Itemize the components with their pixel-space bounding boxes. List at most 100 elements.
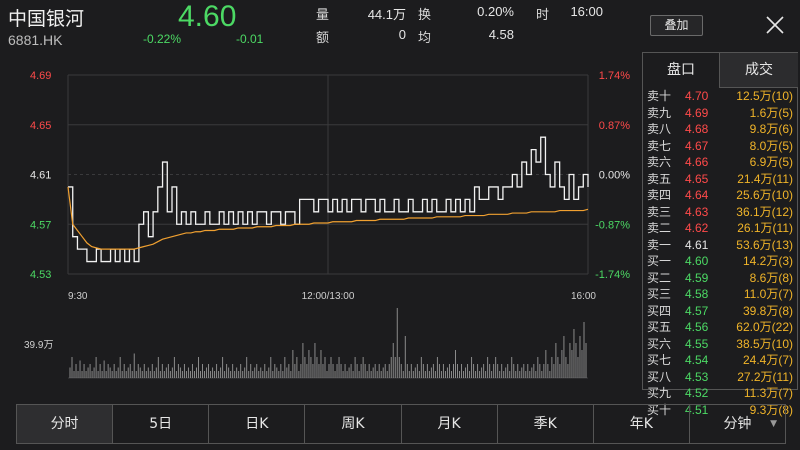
y-axis-left-label: 4.69: [30, 70, 51, 82]
ask-row: 卖四 4.64 25.6万(10): [643, 187, 797, 204]
order-volume: 1.6万(5): [749, 105, 793, 120]
order-volume: 39.8万(8): [742, 303, 793, 318]
ask-row: 卖一 4.61 53.6万(13): [643, 237, 797, 254]
order-price: 4.68: [685, 122, 709, 136]
bid-row: 买二 4.59 8.6万(8): [643, 270, 797, 287]
order-price: 4.64: [685, 188, 709, 202]
order-level-label: 买六: [647, 336, 672, 351]
order-level-label: 买四: [647, 303, 672, 318]
order-level-label: 卖七: [647, 138, 672, 153]
bid-row: 买五 4.56 62.0万(22): [643, 319, 797, 336]
order-level-label: 买五: [647, 320, 672, 334]
y-axis-right-label: 1.74%: [599, 70, 630, 82]
current-price: 4.60: [178, 0, 237, 33]
y-axis-right-label: 0.00%: [599, 170, 630, 182]
order-price: 4.65: [685, 171, 709, 186]
order-level-label: 买三: [647, 287, 672, 301]
order-price: 4.55: [685, 336, 709, 351]
order-price: 4.52: [685, 386, 709, 400]
y-axis-left-label: 4.53: [30, 269, 51, 281]
order-level-label: 卖五: [647, 171, 672, 186]
y-axis-left-label: 4.61: [30, 170, 51, 182]
order-volume: 11.3万(7): [743, 386, 793, 400]
volume-label: 量: [316, 8, 330, 23]
bid-row: 买一 4.60 14.2万(3): [643, 253, 797, 270]
average-value: 4.58: [488, 27, 514, 42]
turnover-value: 0.20%: [477, 4, 514, 19]
order-price: 4.69: [685, 105, 709, 120]
period-tab[interactable]: 周K: [305, 405, 402, 443]
order-volume: 27.2万(11): [737, 369, 793, 384]
time-value: 16:00: [570, 4, 603, 19]
order-volume: 14.2万(3): [742, 254, 793, 268]
turnover-label: 换: [418, 8, 432, 23]
ask-row: 卖六 4.66 6.9万(5): [643, 154, 797, 171]
average-label: 均: [418, 31, 432, 46]
time-label: 时: [536, 8, 550, 23]
order-level-label: 卖一: [647, 237, 672, 252]
order-volume: 25.6万(10): [736, 188, 793, 202]
bid-row: 买六 4.55 38.5万(10): [643, 336, 797, 353]
ask-row: 卖八 4.68 9.8万(6): [643, 121, 797, 138]
period-tab[interactable]: 分时: [17, 405, 114, 443]
close-icon-svg: [766, 16, 784, 34]
order-volume: 6.9万(5): [749, 155, 793, 169]
order-price: 4.58: [685, 287, 709, 301]
bid-row: 买九 4.52 11.3万(7): [643, 385, 797, 402]
period-tab[interactable]: 分钟 ▼: [690, 405, 785, 443]
order-price: 4.61: [685, 237, 709, 252]
volume-max-label: 39.9万: [24, 340, 53, 351]
overlay-button[interactable]: 叠加: [650, 15, 703, 36]
tab-order-book[interactable]: 盘口: [643, 53, 719, 87]
order-book-panel: 盘口 成交 卖十 4.70 12.5万(10) 卖九 4.69 1.6万(5) 卖八 4.68…: [642, 52, 798, 417]
y-axis-left-label: 4.57: [30, 219, 51, 231]
order-book: 卖十 4.70 12.5万(10) 卖九 4.69 1.6万(5) 卖八 4.68 9.8万(6…: [643, 88, 797, 418]
ask-row: 卖七 4.67 8.0万(5): [643, 138, 797, 155]
order-volume: 9.8万(6): [749, 122, 793, 136]
order-level-label: 买十: [647, 402, 672, 417]
order-price: 4.59: [685, 270, 709, 285]
order-level-label: 买九: [647, 386, 672, 400]
caret-down-icon: ▼: [770, 419, 777, 429]
period-tab[interactable]: 年K: [594, 405, 690, 443]
order-volume: 8.6万(8): [749, 270, 793, 285]
intraday-chart[interactable]: 4.69 4.65 4.61 4.57 4.53 1.74% 0.87% 0.00% -0.87…: [0, 52, 642, 388]
period-tab[interactable]: 季K: [498, 405, 594, 443]
order-volume: 38.5万(10): [736, 336, 793, 351]
order-price: 4.67: [685, 138, 709, 153]
order-price: 4.62: [685, 221, 709, 235]
order-level-label: 卖二: [647, 221, 672, 235]
order-level-label: 买七: [647, 353, 672, 367]
order-price: 4.60: [685, 254, 709, 268]
change-percent: -0.22%: [143, 32, 182, 46]
order-price: 4.51: [685, 402, 709, 417]
x-axis-label: 16:00: [571, 291, 596, 302]
bid-row: 买三 4.58 11.0万(7): [643, 286, 797, 303]
order-price: 4.57: [685, 303, 709, 318]
tab-trades[interactable]: 成交: [719, 53, 798, 88]
order-volume: 12.5万(10): [736, 89, 793, 103]
ask-row: 卖九 4.69 1.6万(5): [643, 105, 797, 122]
order-level-label: 买一: [647, 254, 672, 268]
average-line: [67, 186, 589, 250]
order-price: 4.56: [685, 320, 709, 334]
bid-row: 买七 4.54 24.4万(7): [643, 352, 797, 369]
bid-row: 买四 4.57 39.8万(8): [643, 303, 797, 320]
period-tab[interactable]: 5日: [113, 405, 210, 443]
period-tab[interactable]: 日K: [209, 405, 306, 443]
order-level-label: 买八: [647, 369, 672, 384]
y-axis-right-label: -0.87%: [595, 219, 630, 231]
close-icon[interactable]: [764, 14, 786, 36]
bid-row: 买八 4.53 27.2万(11): [643, 369, 797, 386]
order-volume: 26.1万(11): [737, 221, 793, 235]
order-price: 4.70: [685, 89, 709, 103]
order-level-label: 买二: [647, 270, 672, 285]
order-level-label: 卖十: [647, 89, 672, 103]
order-volume: 24.4万(7): [742, 353, 793, 367]
order-price: 4.63: [685, 204, 709, 219]
order-volume: 53.6万(13): [736, 237, 793, 252]
x-axis-label: 12:00/13:00: [302, 291, 355, 302]
order-volume: 8.0万(5): [749, 138, 793, 153]
period-tab[interactable]: 月K: [402, 405, 498, 443]
order-volume: 11.0万(7): [743, 287, 793, 301]
